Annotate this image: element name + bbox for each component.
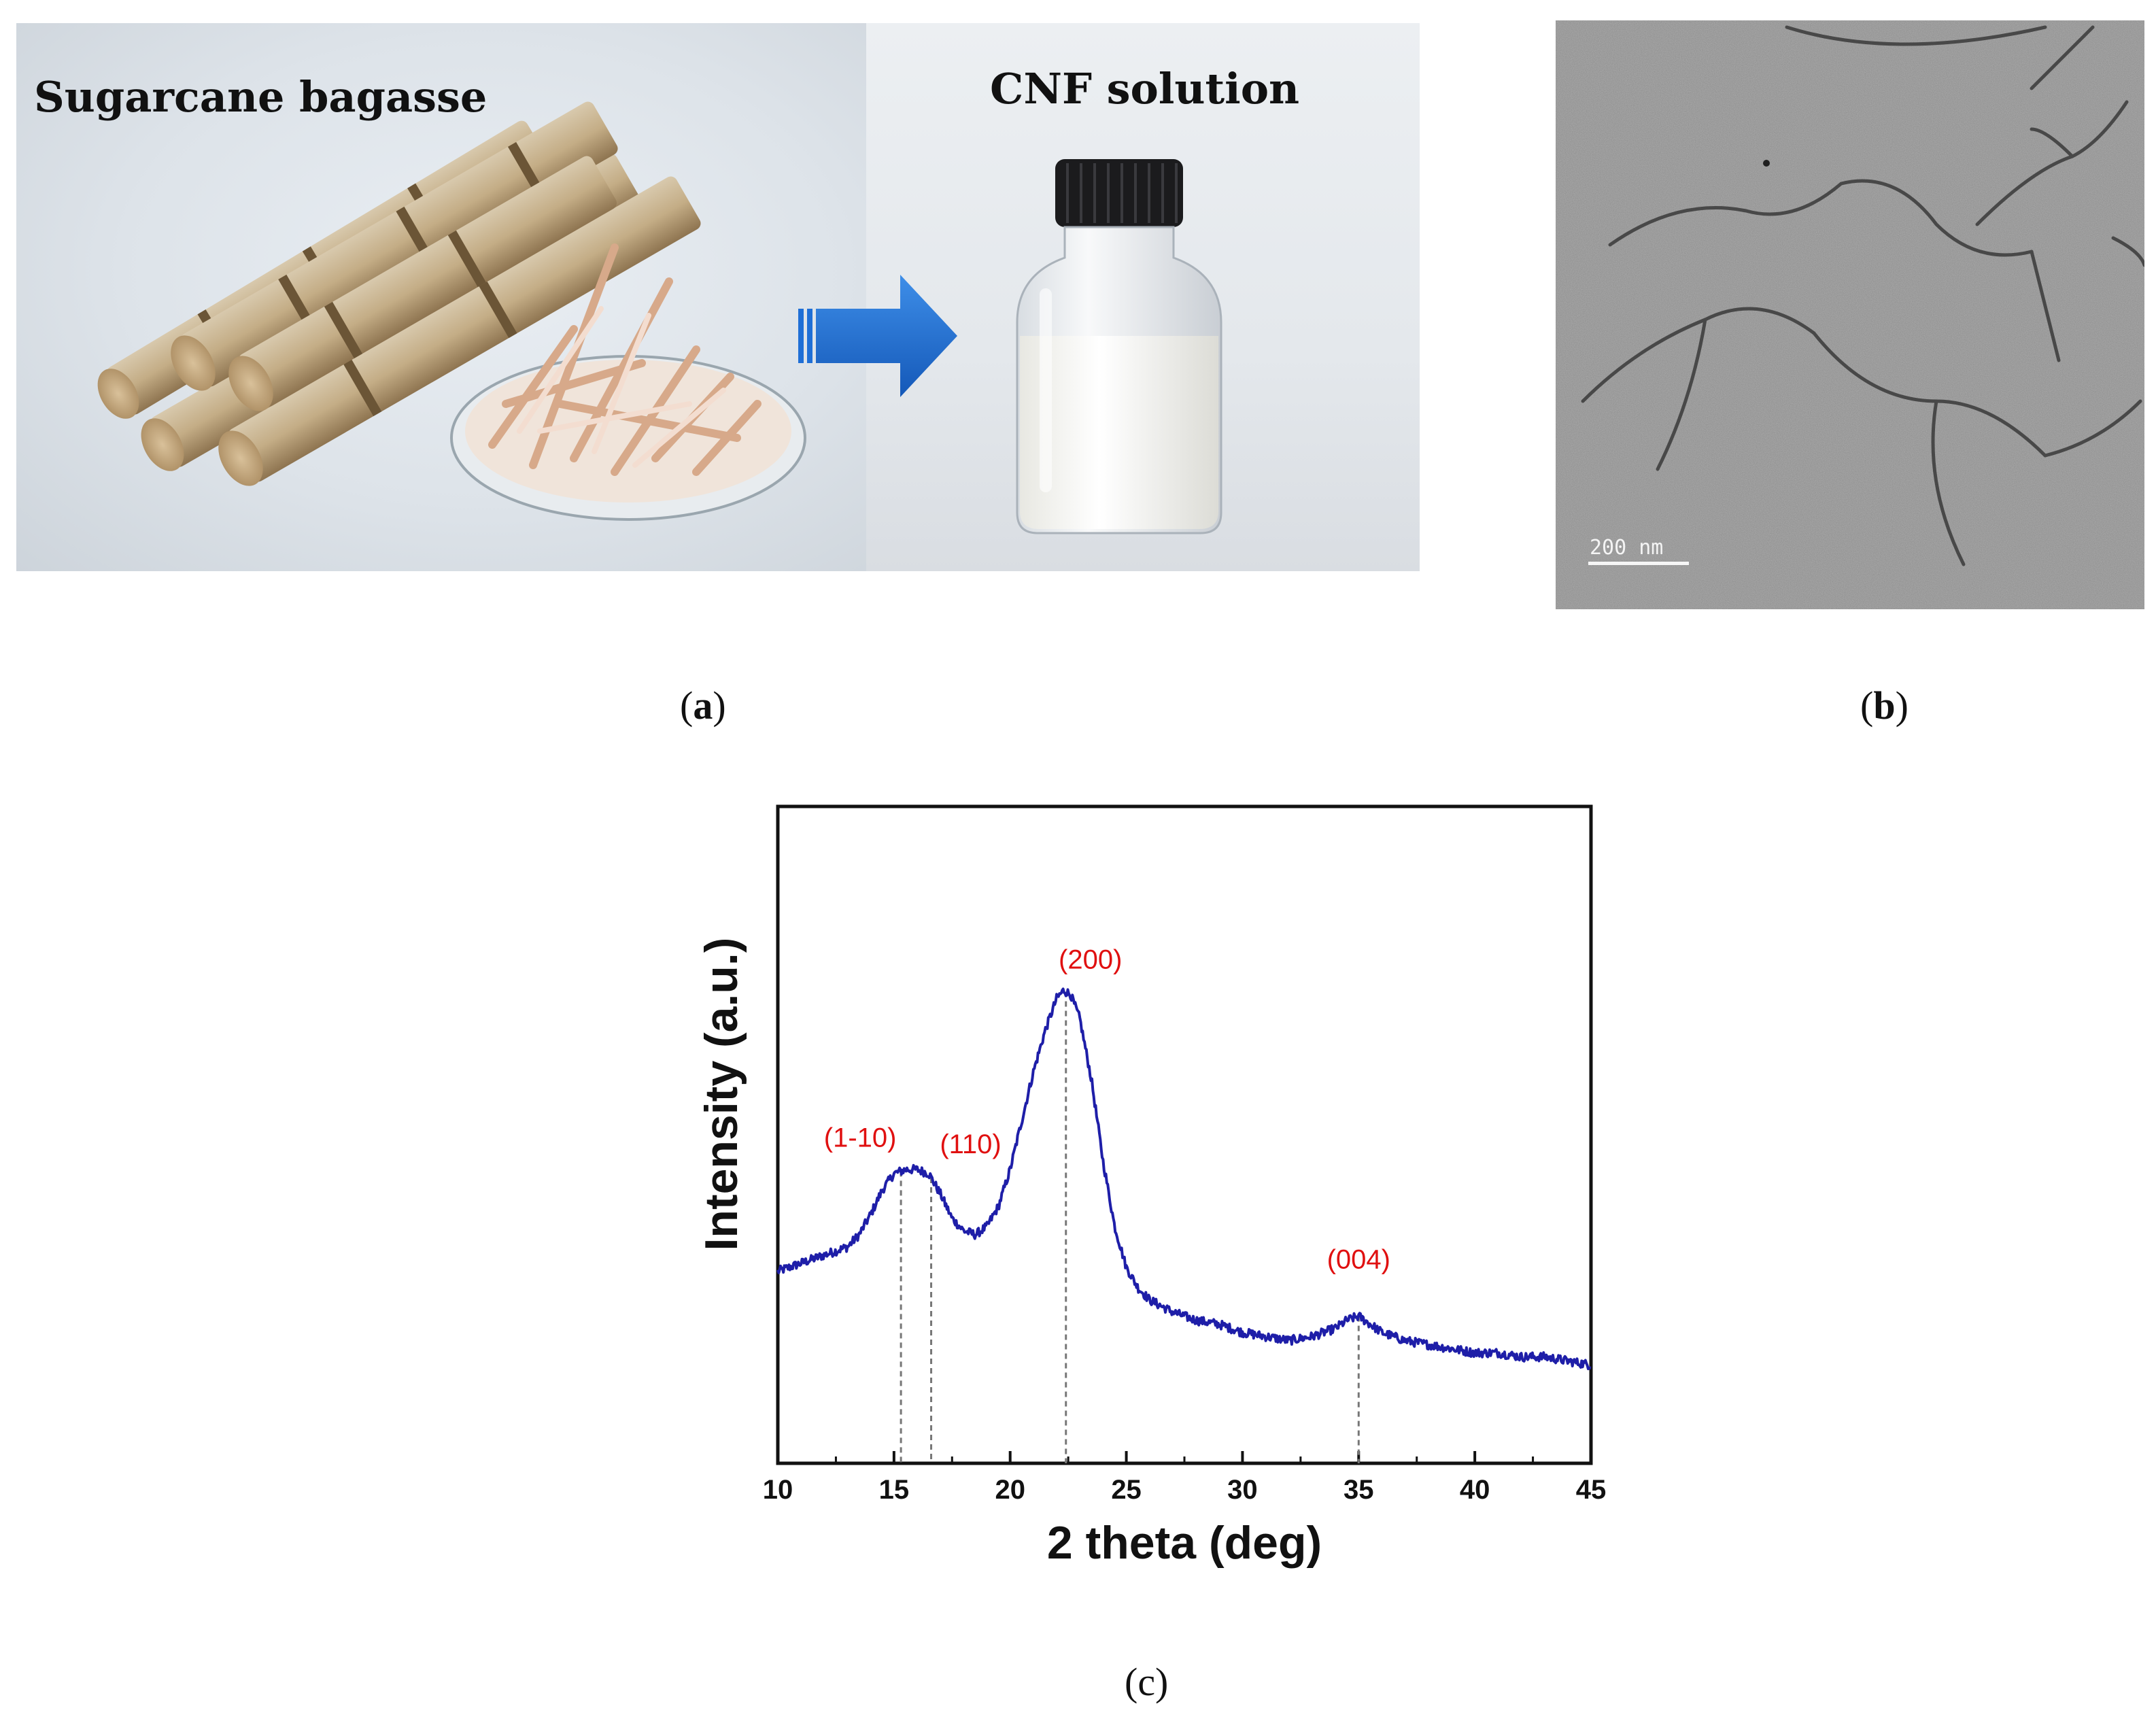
x-tick-label-20: 20 (995, 1475, 1025, 1505)
panel-label-b: (b) (1860, 683, 1909, 728)
peak-label: (004) (1327, 1245, 1390, 1275)
scale-bar (1588, 562, 1689, 565)
photo-title-sugarcane-bagasse: Sugarcane bagasse (34, 72, 487, 122)
petri-dish-bagasse (450, 243, 806, 521)
x-tick-label-25: 25 (1111, 1475, 1142, 1505)
x-axis-title: 2 theta (deg) (1047, 1517, 1322, 1569)
xrd-chart-layer: 10 15 20 25 30 35 40 45 2 theta (deg) Intensity (… (696, 804, 1607, 1569)
panel-label-b-letter: b (1873, 683, 1896, 728)
photo-illustration (97, 101, 1222, 534)
scale-bar-label: 200 nm (1590, 536, 1664, 560)
panel-label-c: (c) (1125, 1660, 1169, 1704)
panel-label-a-close: ) (713, 683, 726, 728)
x-tick-label-15: 15 (879, 1475, 910, 1505)
panel-label-a: (a) (680, 683, 726, 728)
nanofibers (1581, 25, 2144, 566)
sugarcane-stalks (97, 101, 701, 486)
panel-label-b-close: ) (1895, 683, 1909, 728)
peak-label: (110) (940, 1129, 1001, 1159)
plot-frame (776, 804, 1593, 1465)
sugarcane-to-cnf-photo: Sugarcane bagasse CNF solution (16, 23, 1420, 571)
x-tick-label-35: 35 (1344, 1475, 1374, 1505)
peak-label: (200) (1059, 944, 1122, 974)
x-tick-label-10: 10 (763, 1475, 793, 1505)
panel-label-a-open: ( (680, 683, 694, 728)
x-tick-label-40: 40 (1460, 1475, 1490, 1505)
x-tick-label-30: 30 (1227, 1475, 1258, 1505)
y-axis-title: Intensity (a.u.) (696, 938, 747, 1251)
process-arrow (798, 275, 957, 397)
peak-label: (1-10) (824, 1123, 897, 1153)
xrd-chart: 10 15 20 25 30 35 40 45 2 theta (deg) Intensity (… (696, 804, 1607, 1569)
tem-image (1556, 20, 2144, 609)
cnf-bottle (1016, 159, 1222, 534)
panel-label-b-open: ( (1860, 683, 1874, 728)
panel-label-a-letter: a (693, 683, 713, 728)
xrd-series-line (776, 987, 1592, 1371)
tem-micrograph: 200 nm (1556, 20, 2144, 609)
x-tick-label-45: 45 (1576, 1475, 1607, 1505)
photo-title-cnf-solution: CNF solution (990, 64, 1300, 114)
